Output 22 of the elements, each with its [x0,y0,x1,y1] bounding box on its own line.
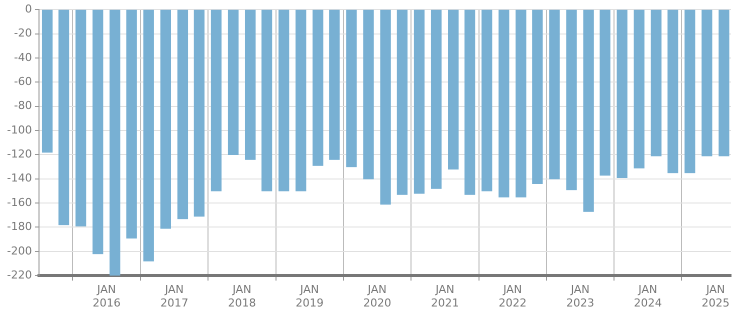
y-tick-label: -220 [6,268,32,282]
x-tick-label: JAN 2020 [363,283,392,310]
y-tick-label: -40 [14,50,32,64]
y-tick-label: -20 [14,26,32,40]
x-tick-label: JAN 2017 [160,283,188,310]
x-tick-label: JAN 2023 [566,283,594,310]
x-tick-label: JAN 2022 [498,283,527,310]
y-tick-label: -180 [6,220,32,234]
x-tick-label: JAN 2024 [634,283,662,310]
y-tick-label: -100 [6,123,32,136]
y-tick-label: -80 [14,99,32,112]
x-tick-label: JAN 2025 [702,283,730,310]
y-tick-label: -160 [6,196,32,209]
x-tick-label: JAN 2021 [431,283,459,310]
y-tick-label: 0 [24,2,32,16]
y-tick-label: -60 [14,75,32,88]
x-tick-label: JAN 2018 [228,283,256,310]
y-tick-label: -140 [6,172,32,185]
y-tick-label: -200 [6,244,32,258]
x-tick-label: JAN 2016 [92,283,121,310]
x-tick-label: JAN 2019 [296,283,324,310]
y-tick-label: -120 [6,148,32,161]
